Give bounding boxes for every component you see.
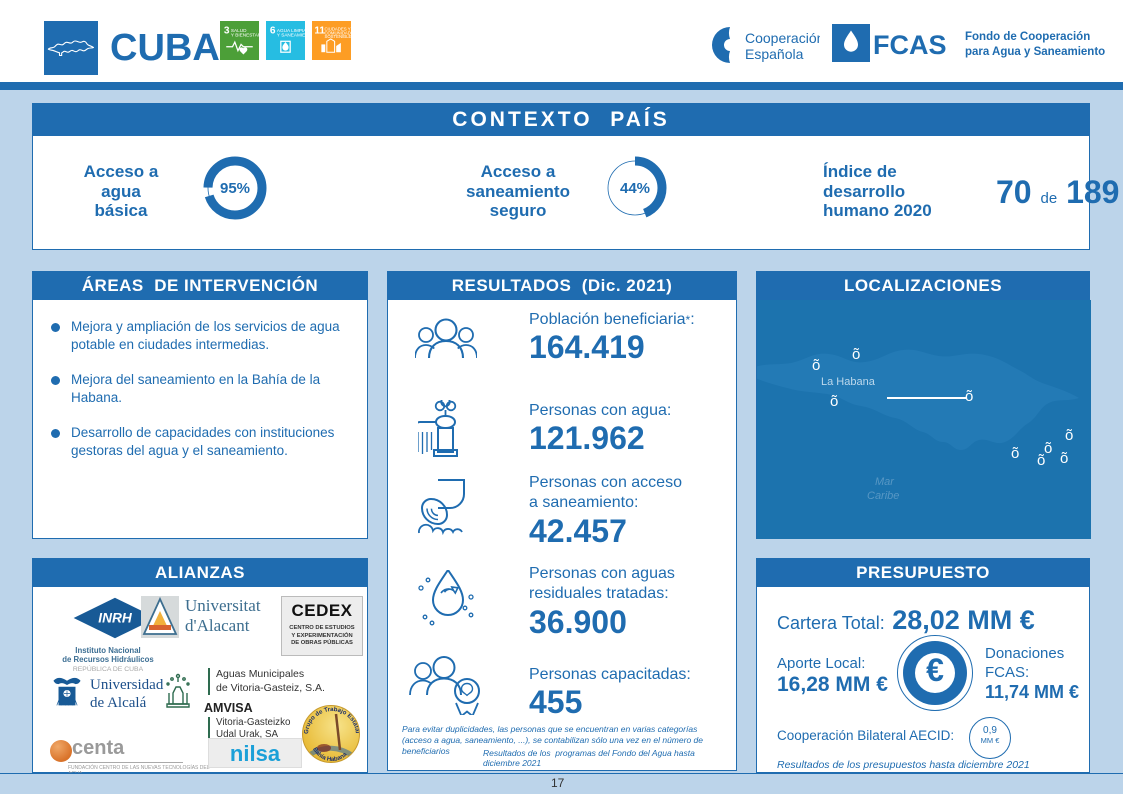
svg-text:44%: 44% bbox=[620, 180, 650, 197]
svg-text:Española: Española bbox=[745, 46, 804, 62]
svg-text:Fondo de Cooperación: Fondo de Cooperación bbox=[965, 31, 1090, 43]
svg-text:FCAS: FCAS bbox=[873, 30, 947, 60]
svg-text:SOSTENIBLES: SOSTENIBLES bbox=[324, 34, 351, 39]
svg-text:Mar: Mar bbox=[875, 476, 895, 488]
svg-text:Grupo de Trabajo Estatal: Grupo de Trabajo Estatal bbox=[303, 706, 360, 734]
svg-text:Bahía Habana: Bahía Habana bbox=[311, 746, 349, 763]
svg-text:INRH: INRH bbox=[98, 611, 133, 626]
svg-text:3: 3 bbox=[224, 25, 230, 36]
svg-text:Y SANEAMIENTO: Y SANEAMIENTO bbox=[277, 33, 305, 38]
svg-text:La Habana: La Habana bbox=[821, 376, 876, 388]
svg-text:Y BIENESTAR: Y BIENESTAR bbox=[231, 33, 259, 38]
svg-text:6: 6 bbox=[270, 25, 276, 36]
svg-text:para Agua y Saneamiento: para Agua y Saneamiento bbox=[965, 46, 1105, 58]
svg-text:Cooperación: Cooperación bbox=[745, 30, 820, 46]
svg-text:95%: 95% bbox=[220, 180, 250, 197]
svg-text:Caribe: Caribe bbox=[867, 490, 899, 502]
